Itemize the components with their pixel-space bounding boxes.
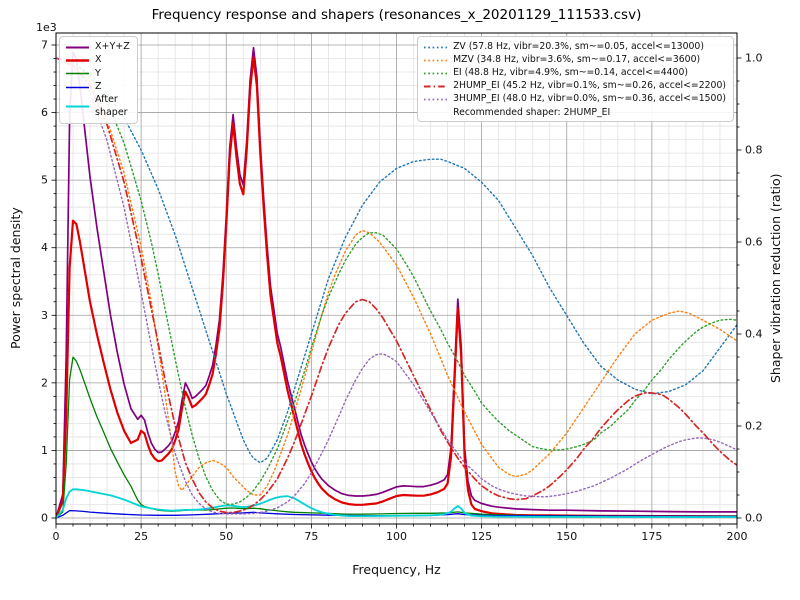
- svg-text:6: 6: [41, 106, 48, 119]
- curve-2hump-ei: [56, 57, 737, 514]
- legend-label: ZV (57.8 Hz, vibr=20.3%, sm~=0.05, accel…: [453, 41, 704, 52]
- legend-item-after-shaper: After shaper: [65, 94, 130, 119]
- curve-x: [56, 56, 737, 520]
- legend-line-sample: [424, 59, 448, 61]
- legend-line-sample: [66, 46, 89, 49]
- legend-item-ei: EI (48.8 Hz, vibr=4.9%, sm~=0.14, accel<…: [423, 67, 726, 79]
- legend-line-sample: [424, 72, 448, 75]
- curve-zv: [56, 57, 737, 464]
- legend-label: Y: [95, 67, 101, 79]
- left-y-axis-label: Power spectral density: [8, 207, 23, 350]
- svg-text:200: 200: [727, 530, 748, 543]
- svg-text:75: 75: [304, 530, 318, 543]
- svg-text:0: 0: [41, 512, 48, 525]
- tick-marks: [51, 44, 742, 529]
- svg-text:125: 125: [471, 530, 492, 543]
- legend-label: After shaper: [95, 94, 128, 118]
- svg-text:0.8: 0.8: [745, 144, 763, 157]
- legend-label: MZV (34.8 Hz, vibr=3.6%, sm~=0.17, accel…: [453, 54, 701, 66]
- legend-item-zv: ZV (57.8 Hz, vibr=20.3%, sm~=0.05, accel…: [423, 41, 726, 53]
- chart-title: Frequency response and shapers (resonanc…: [151, 7, 642, 23]
- curve-after-shaper: [56, 488, 737, 519]
- curve-mzv: [56, 57, 737, 496]
- legend-label: X+Y+Z: [95, 41, 130, 52]
- svg-text:25: 25: [134, 530, 148, 543]
- svg-text:0: 0: [53, 530, 60, 543]
- svg-text:0.2: 0.2: [745, 420, 763, 433]
- svg-text:2: 2: [41, 376, 48, 389]
- legend-note: Recommended shaper: 2HUMP_EI: [453, 107, 611, 119]
- legend-item-3hump-ei: 3HUMP_EI (48.0 Hz, vibr=0.0%, sm~=0.36, …: [423, 93, 726, 105]
- legend-item-x: X: [65, 54, 130, 66]
- svg-text:7: 7: [41, 39, 48, 52]
- legend-line-sample: [66, 105, 89, 108]
- psd-legend: X+Y+Z X Y Z After shaper: [59, 36, 138, 125]
- legend-label: 2HUMP_EI (45.2 Hz, vibr=0.1%, sm~=0.26, …: [453, 80, 726, 92]
- svg-text:50: 50: [219, 530, 233, 543]
- svg-text:1: 1: [41, 444, 48, 457]
- legend-item-z: Z: [65, 81, 130, 93]
- legend-line-sample: [66, 59, 89, 62]
- legend-line-sample: [424, 85, 448, 88]
- legend-item-y: Y: [65, 68, 130, 80]
- svg-text:175: 175: [641, 530, 662, 543]
- shaper-legend: ZV (57.8 Hz, vibr=20.3%, sm~=0.05, accel…: [417, 36, 734, 123]
- svg-text:0.0: 0.0: [745, 512, 763, 525]
- legend-line-sample: [66, 73, 89, 75]
- svg-text:0.4: 0.4: [745, 328, 763, 341]
- legend-item-x-y-z: X+Y+Z: [65, 41, 130, 53]
- legend-label: 3HUMP_EI (48.0 Hz, vibr=0.0%, sm~=0.36, …: [453, 93, 726, 105]
- curve-ei: [56, 57, 737, 505]
- svg-text:3: 3: [41, 309, 48, 322]
- legend-label: EI (48.8 Hz, vibr=4.9%, sm~=0.14, accel<…: [453, 67, 689, 79]
- curve-y: [56, 356, 737, 519]
- svg-text:100: 100: [386, 530, 407, 543]
- legend-line-sample: [424, 46, 448, 48]
- legend-item-mzv: MZV (34.8 Hz, vibr=3.6%, sm~=0.17, accel…: [423, 54, 726, 66]
- curve-z: [56, 509, 737, 519]
- left-axis-multiplier: 1e3: [36, 21, 57, 34]
- legend-line-sample: [424, 98, 448, 101]
- tick-labels: 0 25 50 75 100 125 150 175 200 0 1 2 3 4 5 6 7 0.0 0.2 0.4 0…: [41, 39, 763, 544]
- svg-text:4: 4: [41, 241, 48, 254]
- svg-text:0.6: 0.6: [745, 236, 763, 249]
- x-axis-label: Frequency, Hz: [352, 562, 441, 577]
- svg-text:150: 150: [556, 530, 577, 543]
- right-y-axis-label: Shaper vibration reduction (ratio): [768, 173, 783, 384]
- legend-label: X: [95, 54, 102, 66]
- legend-line-sample: [66, 86, 89, 89]
- legend-label: Z: [95, 81, 102, 93]
- svg-text:5: 5: [41, 174, 48, 187]
- svg-text:1.0: 1.0: [745, 52, 763, 65]
- legend-item-2hump-ei: 2HUMP_EI (45.2 Hz, vibr=0.1%, sm~=0.26, …: [423, 80, 726, 92]
